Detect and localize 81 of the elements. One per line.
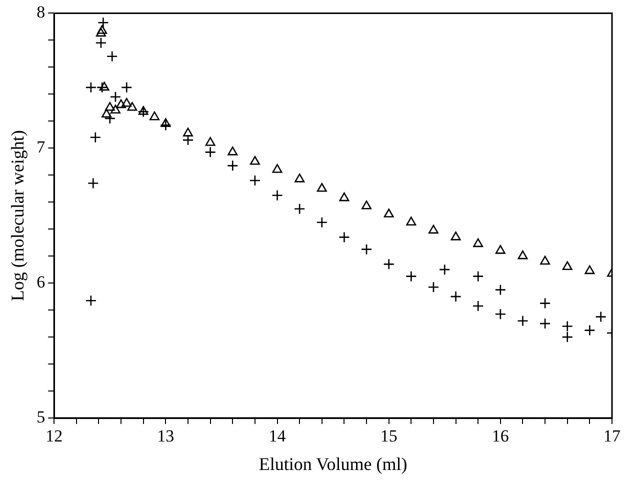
point (294, 174, 305, 182)
point (473, 238, 484, 248)
point (338, 232, 350, 243)
point (122, 98, 132, 107)
point (85, 294, 97, 306)
x-axis-title: Elution Volume (ml) (258, 454, 408, 474)
point (90, 132, 102, 143)
point (127, 102, 138, 111)
point (428, 224, 438, 234)
point (438, 264, 450, 276)
point (584, 324, 596, 336)
x-tick-label: 15 (380, 426, 398, 446)
point (88, 178, 99, 189)
x-tick-label: 12 (46, 426, 63, 446)
point (104, 102, 115, 111)
point (539, 318, 551, 330)
point (540, 256, 550, 265)
point (99, 82, 110, 91)
point (472, 270, 484, 282)
x-tick-label: 14 (268, 426, 286, 446)
point (160, 120, 172, 131)
x-tick-label: 17 (604, 426, 621, 446)
point (110, 104, 120, 114)
point (584, 265, 595, 274)
point (138, 106, 148, 115)
point (110, 91, 122, 103)
point (102, 108, 112, 118)
point (116, 99, 126, 108)
y-tick-label: 6 (36, 272, 46, 292)
point (362, 200, 372, 210)
point (183, 128, 193, 136)
point (294, 203, 306, 215)
y-axis-title: Log (molecular weight) (8, 130, 28, 302)
point (160, 118, 171, 127)
point (272, 164, 282, 173)
point (96, 28, 106, 37)
point (96, 82, 108, 94)
point (562, 261, 572, 270)
point (472, 300, 484, 312)
point (138, 106, 150, 118)
point (226, 160, 238, 172)
y-tick-label: 7 (36, 138, 46, 157)
point (339, 192, 350, 202)
point (250, 156, 260, 165)
point (562, 320, 574, 332)
point (360, 244, 372, 255)
point (595, 311, 606, 322)
point (562, 331, 574, 343)
point (494, 284, 506, 296)
point (97, 25, 108, 34)
point (517, 315, 528, 326)
point (106, 50, 118, 62)
point (272, 190, 283, 202)
x-tick-label: 13 (157, 426, 174, 446)
point (316, 216, 328, 228)
point (450, 232, 461, 240)
point (406, 216, 416, 226)
point (383, 258, 394, 270)
point (205, 137, 216, 146)
point (95, 37, 107, 49)
point (85, 82, 97, 94)
point (204, 146, 216, 158)
point (406, 270, 417, 282)
point (228, 146, 238, 156)
y-tick-label: 5 (36, 407, 46, 426)
point (316, 182, 327, 192)
point (495, 245, 506, 254)
point (539, 298, 551, 309)
point (384, 208, 394, 218)
point (428, 281, 440, 293)
y-tick-label: 8 (36, 2, 46, 22)
point (518, 250, 528, 260)
point (182, 134, 194, 146)
point (104, 112, 116, 124)
point (249, 174, 261, 186)
point (98, 16, 109, 28)
point (450, 290, 462, 302)
point (120, 82, 132, 94)
x-tick-label: 16 (492, 426, 509, 446)
point (150, 111, 160, 120)
point (494, 308, 506, 320)
